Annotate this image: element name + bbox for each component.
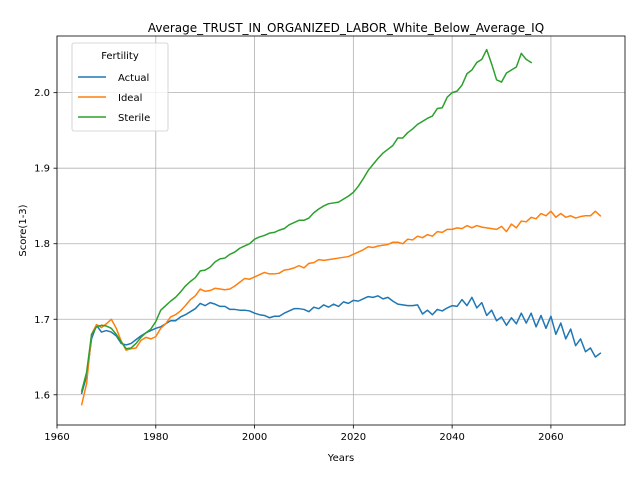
series-line-ideal bbox=[80, 210, 602, 406]
legend-entries: Actual Ideal Sterile bbox=[78, 73, 150, 124]
legend-label-actual: Actual bbox=[118, 73, 149, 84]
legend-label-ideal: Ideal bbox=[118, 93, 142, 104]
x-axis: 1960 1980 2000 2020 2040 2060 bbox=[44, 425, 564, 443]
y-axis: 1.6 1.7 1.8 1.9 2.0 bbox=[34, 88, 57, 401]
legend: Fertility Actual Ideal Sterile bbox=[71, 42, 169, 132]
x-tick-label: 2060 bbox=[538, 432, 563, 443]
legend-frame bbox=[71, 42, 169, 132]
series-line-sterile bbox=[80, 48, 533, 392]
legend-label-sterile: Sterile bbox=[118, 113, 150, 124]
x-tick-label: 2040 bbox=[439, 432, 464, 443]
x-tick-label: 1960 bbox=[44, 432, 69, 443]
series-line-actual bbox=[80, 295, 602, 395]
plot-frame bbox=[56, 35, 626, 426]
y-tick-label: 1.7 bbox=[34, 315, 50, 326]
legend-title: Fertility bbox=[101, 51, 139, 62]
x-tick-label: 2020 bbox=[341, 432, 366, 443]
y-axis-label: Score(1-3) bbox=[18, 204, 29, 256]
x-tick-label: 2000 bbox=[242, 432, 267, 443]
y-tick-label: 2.0 bbox=[34, 88, 50, 99]
x-tick-label: 1980 bbox=[143, 432, 168, 443]
series-layer bbox=[80, 48, 602, 406]
x-axis-label: Years bbox=[327, 453, 354, 464]
y-tick-label: 1.6 bbox=[34, 390, 50, 401]
y-tick-label: 1.8 bbox=[34, 239, 50, 250]
y-tick-label: 1.9 bbox=[34, 164, 50, 175]
chart-title: Average_TRUST_IN_ORGANIZED_LABOR_White_B… bbox=[148, 21, 544, 35]
grid bbox=[56, 36, 625, 425]
